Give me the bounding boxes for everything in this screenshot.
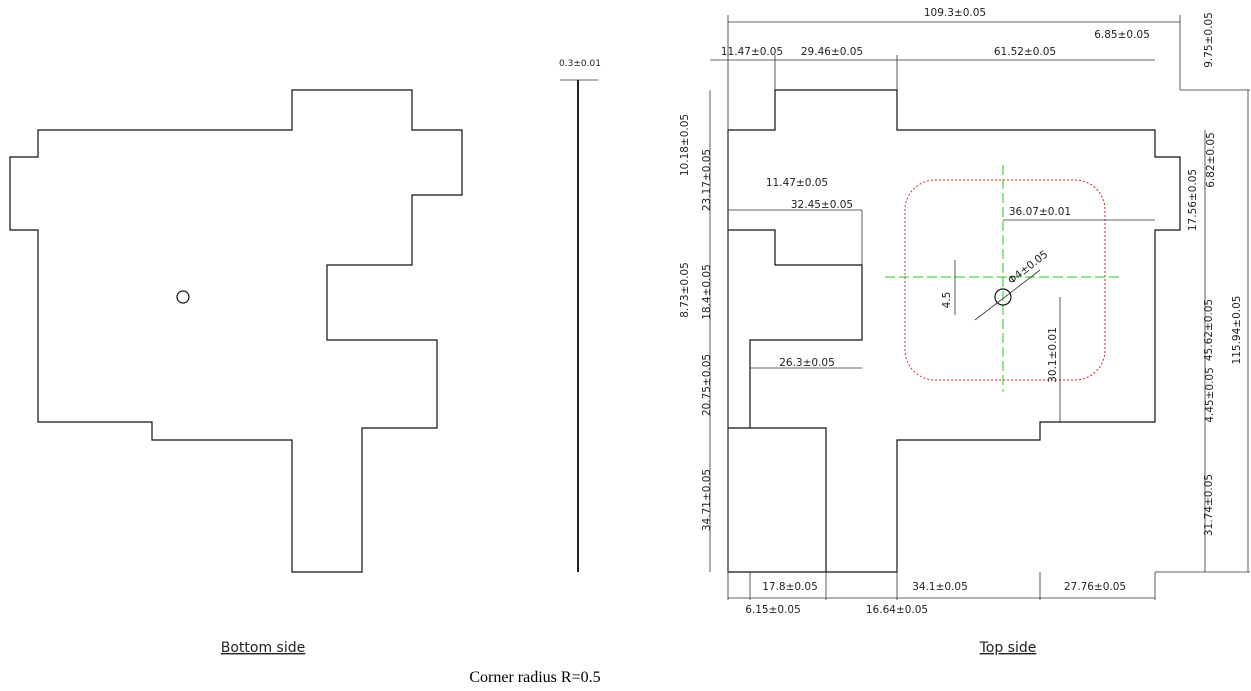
dimension: 23.17±0.05 [701, 149, 713, 211]
dimension: Φ4±0.05 [1006, 248, 1051, 286]
dimension: 9.75±0.05 [1203, 12, 1215, 68]
dimension: 17.8±0.05 [762, 581, 818, 593]
dimension: 29.46±0.05 [801, 46, 863, 58]
dimension: 27.76±0.05 [1064, 581, 1126, 593]
dimension: 4.5 [941, 292, 953, 309]
dimension: 36.07±0.01 [1009, 206, 1071, 218]
dimension: 10.18±0.05 [679, 114, 691, 176]
dimension: 0.3±0.01 [559, 59, 601, 69]
dimension: 11.47±0.05 [721, 46, 783, 58]
note: Corner radius R=0.5 [469, 669, 600, 686]
dimension: 6.15±0.05 [745, 604, 801, 616]
dimension: 11.47±0.05 [766, 177, 828, 189]
dimension: 115.94±0.05 [1231, 296, 1243, 365]
dimension: 6.82±0.05 [1205, 132, 1217, 188]
top-cutout [728, 229, 863, 572]
dimension: 61.52±0.05 [994, 46, 1056, 58]
dimension: 18.4±0.05 [701, 264, 713, 320]
dimension: 26.3±0.05 [779, 357, 835, 369]
dimension: 20.75±0.05 [701, 354, 713, 416]
dimension: 30.1±0.01 [1047, 327, 1059, 383]
keepout [904, 179, 1106, 381]
dimension: 34.71±0.05 [701, 469, 713, 531]
dimension: 45.62±0.05 [1203, 299, 1215, 361]
dimension: 8.73±0.05 [679, 262, 691, 318]
hole [994, 288, 1012, 306]
dimension: 6.85±0.05 [1094, 29, 1150, 41]
dimension: 109.3±0.05 [924, 7, 986, 19]
hole [176, 290, 190, 304]
dimension: 32.45±0.05 [791, 199, 853, 211]
dimension: 4.45±0.05 [1204, 367, 1216, 423]
dimension: 34.1±0.05 [912, 581, 968, 593]
dimension: 17.56±0.05 [1187, 169, 1199, 231]
view-label: Top side [979, 640, 1037, 656]
view-label: Bottom side [221, 640, 306, 656]
top-outline [727, 89, 1181, 573]
bottom-outline [9, 89, 463, 573]
dimension-lines [709, 15, 1250, 600]
dimension: 31.74±0.05 [1203, 474, 1215, 536]
dimension: 16.64±0.05 [866, 604, 928, 616]
